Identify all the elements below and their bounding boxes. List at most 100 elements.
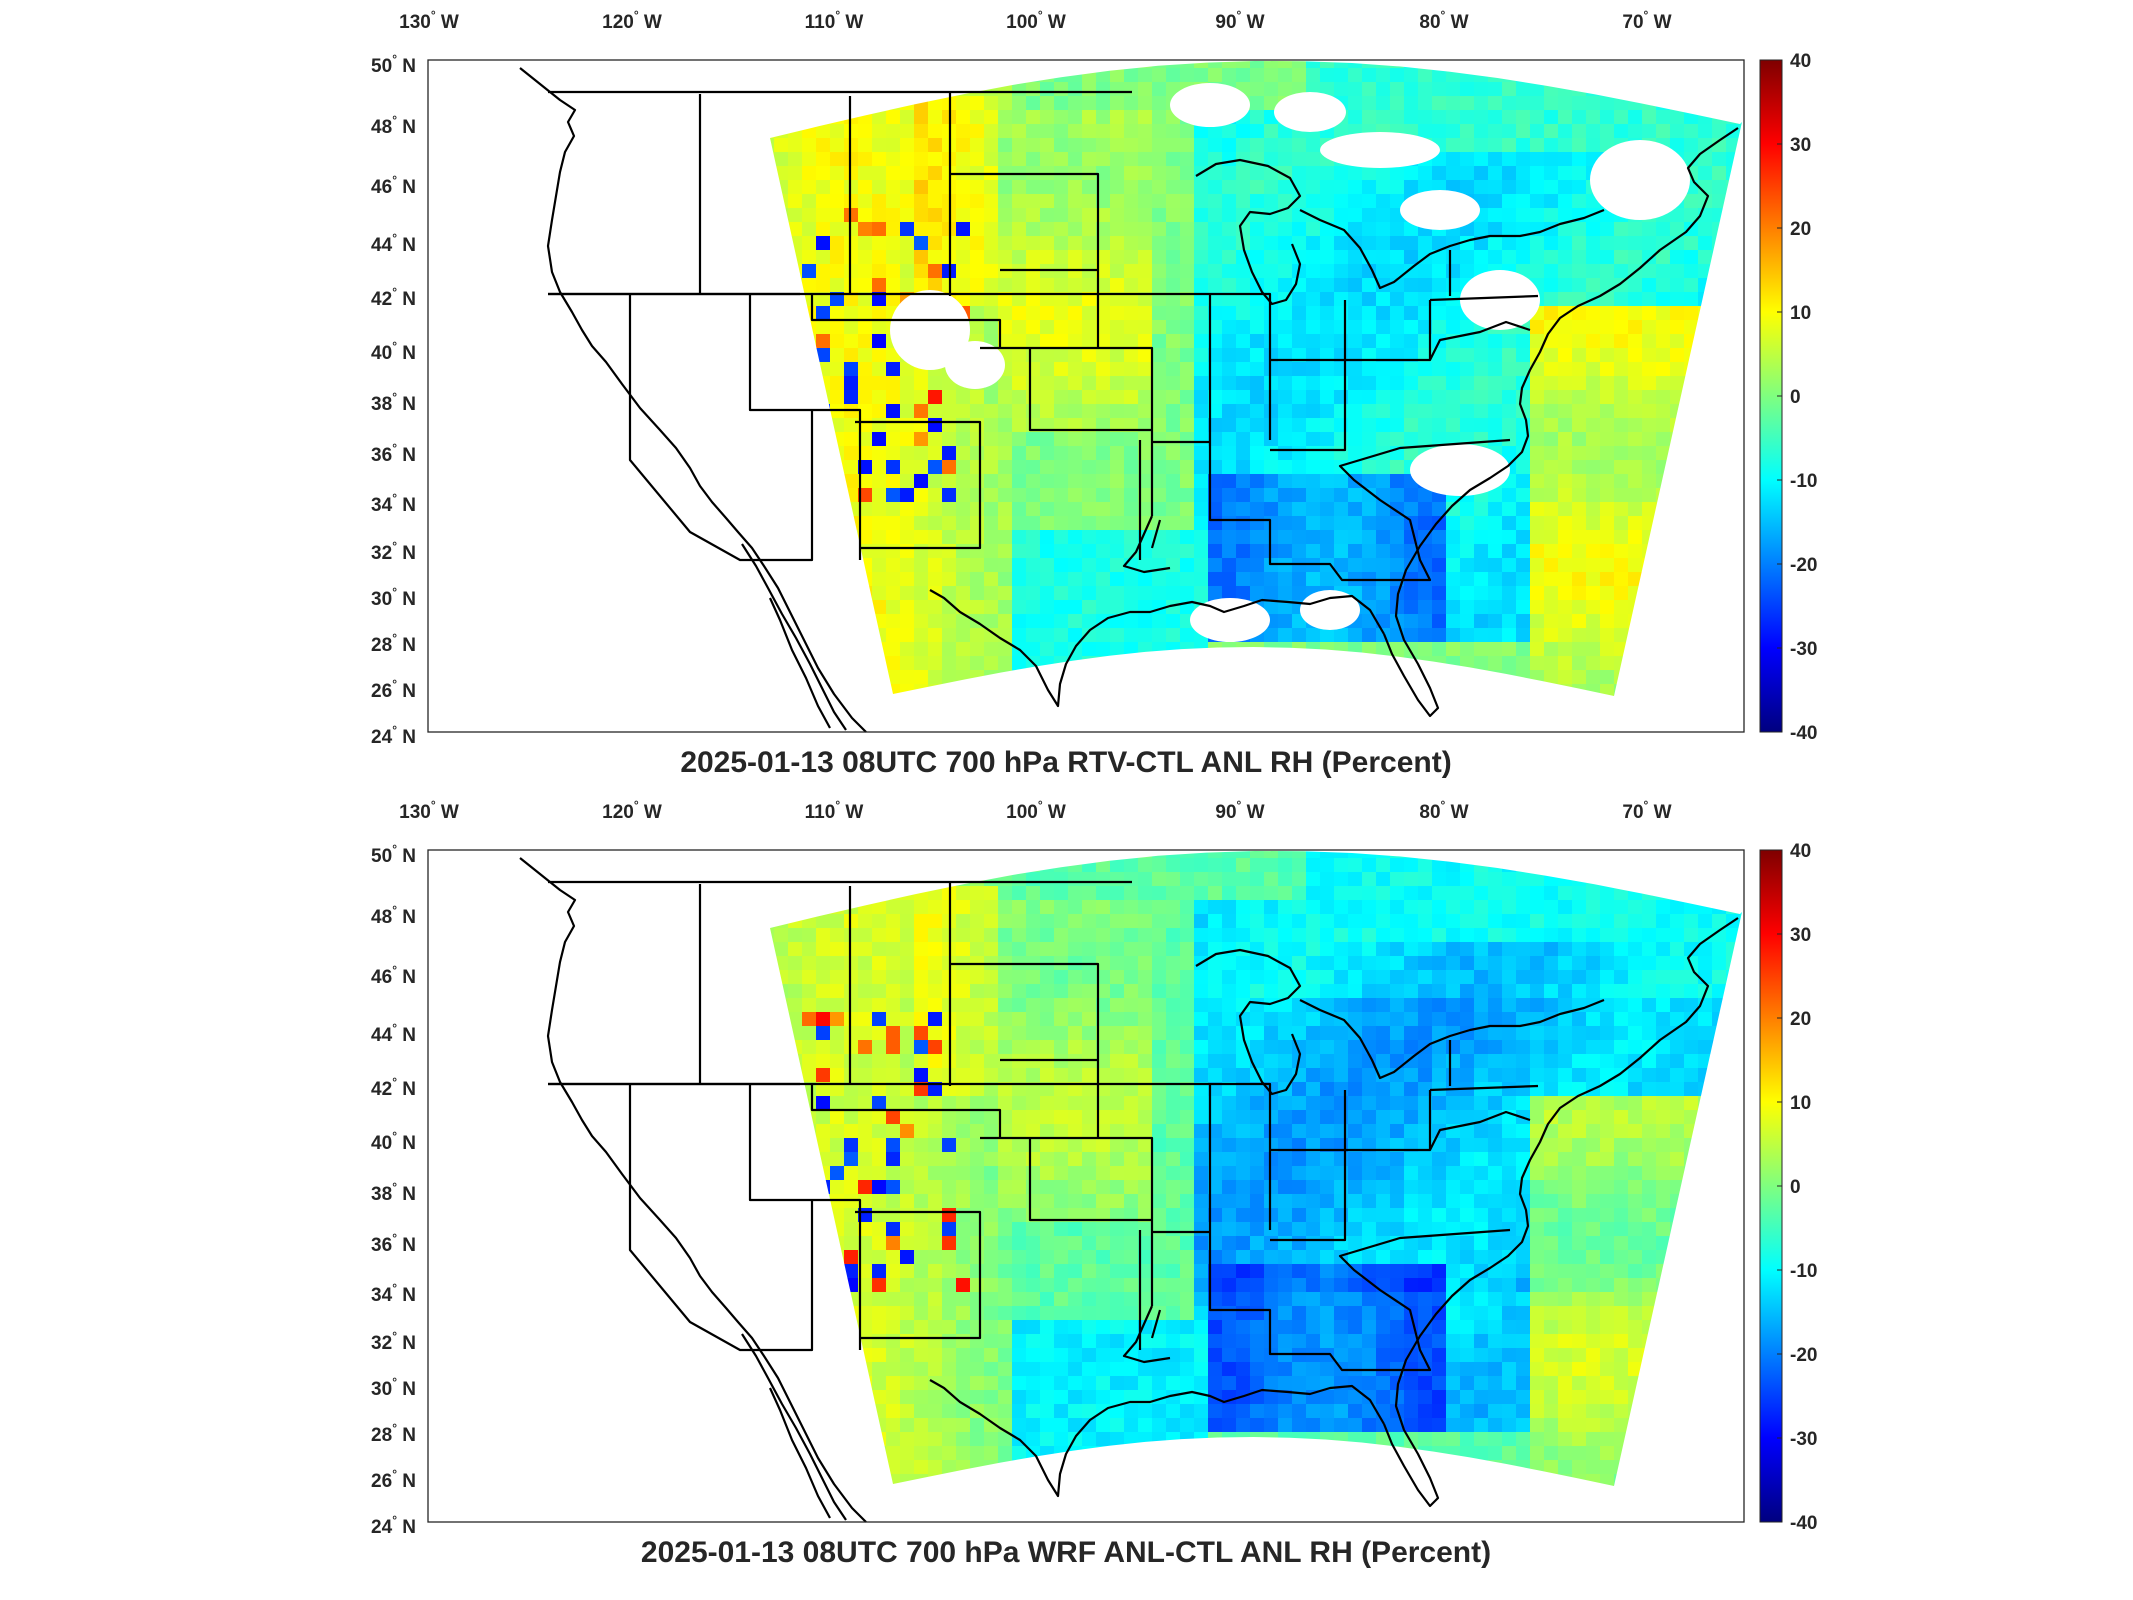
colorbar-tick-label: 10: [1790, 303, 1811, 324]
map-figure-rtv: 130° W 120° W 110° W 100° W 90° W 80° W 70° W 5…: [371, 8, 1817, 779]
map-boundaries: [519, 67, 1739, 733]
baja-coastline: [741, 543, 847, 731]
lat-tick-label: 26° N: [371, 677, 416, 702]
lon-tick-label: 80° W: [1419, 8, 1468, 33]
svg-text:46° N: 46° N: [371, 173, 416, 198]
svg-text:32° N: 32° N: [371, 539, 416, 564]
svg-text:26° N: 26° N: [371, 677, 416, 702]
svg-text:24° N: 24° N: [371, 723, 416, 748]
lat-tick-label: 38° N: [371, 1180, 416, 1205]
colorbar-tick-label: -40: [1790, 1513, 1817, 1534]
svg-text:48° N: 48° N: [371, 113, 416, 138]
panel-title: 2025-01-13 08UTC 700 hPa RTV-CTL ANL RH …: [680, 746, 1451, 779]
lat-tick-label: 36° N: [371, 1231, 416, 1256]
lat-tick-label: 42° N: [371, 285, 416, 310]
colorbar-tick-label: -30: [1790, 639, 1817, 660]
lat-tick-label: 30° N: [371, 585, 416, 610]
west-coastline: [519, 67, 867, 733]
svg-text:120° W: 120° W: [602, 8, 662, 33]
lat-tick-label: 46° N: [371, 173, 416, 198]
lon-tick-label: 90° W: [1215, 8, 1264, 33]
svg-text:36° N: 36° N: [371, 441, 416, 466]
colorbar-tick-label: 30: [1790, 925, 1811, 946]
colorbar-tick-label: 20: [1790, 219, 1811, 240]
lon-tick-label: 70° W: [1622, 8, 1671, 33]
lat-tick-label: 30° N: [371, 1375, 416, 1400]
colorbar-tick-label: -30: [1790, 1429, 1817, 1450]
colorbar-tick-label: 0: [1790, 387, 1801, 408]
lat-tick-label: 40° N: [371, 339, 416, 364]
lat-tick-label: 48° N: [371, 903, 416, 928]
map-axes-frame: [427, 849, 1745, 1523]
lat-tick-label: 50° N: [371, 842, 416, 867]
state-borders: [548, 880, 1539, 1372]
lat-tick-label: 24° N: [371, 723, 416, 748]
lat-tick-label: 32° N: [371, 1329, 416, 1354]
colorbar-tick-label: 30: [1790, 135, 1811, 156]
great-lakes-outline: [1195, 948, 1605, 1096]
lon-tick-label: 90° W: [1215, 798, 1264, 823]
colorbar-tick-label: -20: [1790, 1345, 1817, 1366]
map-boundaries: [519, 857, 1739, 1523]
svg-text:44° N: 44° N: [371, 231, 416, 256]
svg-text:34° N: 34° N: [371, 491, 416, 516]
rh-difference-field: [770, 851, 1742, 1486]
lon-tick-label: 130° W: [399, 798, 459, 823]
lat-tick-label: 38° N: [371, 390, 416, 415]
svg-text:130° W: 130° W: [399, 8, 459, 33]
map-axes-frame: [427, 59, 1745, 733]
lat-tick-label: 50° N: [371, 52, 416, 77]
svg-text:28° N: 28° N: [371, 631, 416, 656]
panel-wrf: 130° W 120° W 110° W 100° W 90° W 80° W 70° W 5…: [0, 790, 2133, 1590]
missing-data-patches: [890, 83, 1690, 642]
state-borders: [548, 90, 1539, 582]
lon-tick-label: 100° W: [1006, 798, 1066, 823]
lat-tick-label: 28° N: [371, 1421, 416, 1446]
lat-tick-label: 24° N: [371, 1513, 416, 1538]
lon-tick-label: 110° W: [805, 8, 864, 33]
colorbar-tick-label: 10: [1790, 1093, 1811, 1114]
baja-coastline: [741, 1333, 847, 1521]
svg-text:38° N: 38° N: [371, 390, 416, 415]
colorbar-tick-label: 40: [1790, 841, 1811, 862]
east-coastline: [1382, 917, 1739, 1508]
lat-tick-label: 26° N: [371, 1467, 416, 1492]
lon-tick-label: 120° W: [602, 798, 662, 823]
lat-tick-label: 46° N: [371, 963, 416, 988]
gulf-coastline: [929, 589, 1385, 708]
colorbar-tick-label: 0: [1790, 1177, 1801, 1198]
lat-tick-label: 34° N: [371, 1281, 416, 1306]
lat-tick-label: 34° N: [371, 491, 416, 516]
svg-text:90° W: 90° W: [1215, 8, 1264, 33]
lat-tick-label: 42° N: [371, 1075, 416, 1100]
colorbar-tick-label: 20: [1790, 1009, 1811, 1030]
colorbar-tick-label: -10: [1790, 1261, 1817, 1282]
colorbar-tick-label: -40: [1790, 723, 1817, 744]
lon-tick-label: 110° W: [805, 798, 864, 823]
lon-tick-label: 120° W: [602, 8, 662, 33]
lon-tick-label: 80° W: [1419, 798, 1468, 823]
panel-rtv: 130° W 120° W 110° W 100° W 90° W 80° W 70° W 5…: [371, 8, 1817, 779]
map-figure-wrf: 130° W 120° W 110° W 100° W 90° W 80° W 70° W 5…: [371, 798, 1817, 1569]
svg-text:80° W: 80° W: [1419, 8, 1468, 33]
lon-tick-label: 70° W: [1622, 798, 1671, 823]
lat-tick-label: 48° N: [371, 113, 416, 138]
svg-text:42° N: 42° N: [371, 285, 416, 310]
svg-text:100° W: 100° W: [1006, 8, 1066, 33]
svg-text:30° N: 30° N: [371, 585, 416, 610]
east-coastline: [1382, 127, 1739, 718]
lon-tick-label: 100° W: [1006, 8, 1066, 33]
svg-text:40° N: 40° N: [371, 339, 416, 364]
lat-tick-label: 28° N: [371, 631, 416, 656]
gulf-coastline: [929, 1379, 1385, 1498]
west-coastline: [519, 857, 867, 1523]
lat-tick-label: 40° N: [371, 1129, 416, 1154]
svg-text:70° W: 70° W: [1622, 8, 1671, 33]
lat-tick-label: 36° N: [371, 441, 416, 466]
lat-tick-label: 32° N: [371, 539, 416, 564]
colorbar-tick-label: 40: [1790, 51, 1811, 72]
lat-tick-label: 44° N: [371, 231, 416, 256]
colorbar-tick-label: -10: [1790, 471, 1817, 492]
colorbar-tick-label: -20: [1790, 555, 1817, 576]
lat-tick-label: 44° N: [371, 1021, 416, 1046]
